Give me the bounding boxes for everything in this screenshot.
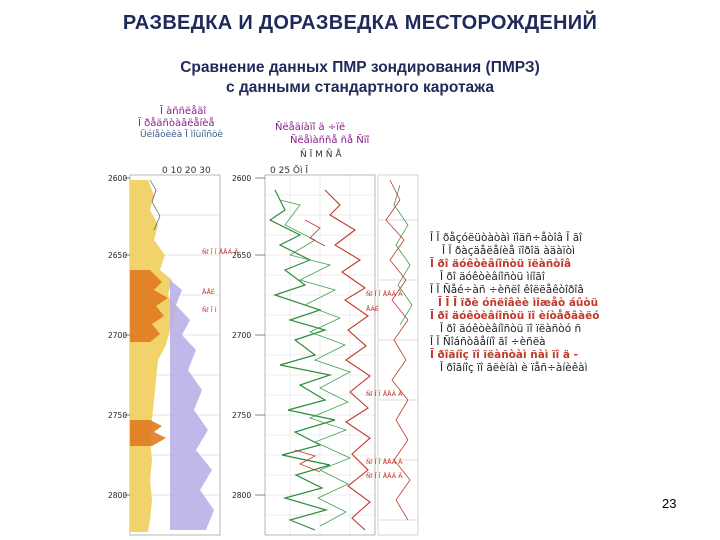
slide-subtitle: Сравнение данных ПМР зондирования (ПМРЗ)… <box>120 58 600 98</box>
depth-left-1: 2600 <box>108 174 128 183</box>
depth-mid-1: 2600 <box>232 174 252 183</box>
annotation-2: Ī Ī ðàçäåëåíèå ïîðîä àäàïòì <box>442 245 575 257</box>
annotation-11: Ī ðîãíîç ïî ãëèíàì è ïåñ÷àíèêàì <box>440 362 588 374</box>
ticks-a: 0 10 20 30 <box>162 166 211 176</box>
annotation-9: Ī Ī Ñîáñòâåííî ãî ÷èñëà <box>430 336 546 348</box>
depth-mid-5: 2800 <box>232 491 252 500</box>
mid-label-4: Ñî Ī Î ÅÅÄ Ā <box>366 458 403 466</box>
annotation-10: Ī ðîãíîç ïî ïëàñòàì ñàì ïî ä - <box>430 349 578 361</box>
scale-a: Ñ Ī M Ñ Å <box>300 150 342 160</box>
annotation-5: Ī Ī Ñåé÷àñ ÷èñëî êîëëåêòîðîâ <box>430 284 584 296</box>
depth-mid-3: 2700 <box>232 331 252 340</box>
depth-left-3: 2700 <box>108 331 128 340</box>
depth-left-5: 2800 <box>108 491 128 500</box>
annotation-4: Ī ðî äóêòèâíîñòü ìíîãî <box>440 271 545 283</box>
mid-label-5: Ñî Ī Î ÅÅÄ Ā <box>366 472 403 480</box>
page-number: 23 <box>662 496 677 511</box>
col2-title: Ñëåäíàïî ä ÷ïë <box>275 122 346 133</box>
left-label-1: Ñî Ī Î ÅÅÄ Ā <box>202 248 239 256</box>
annotation-1: Ī Ī ðåçóëüòàòàì ïîäñ÷åòîâ Ī ãî <box>430 232 583 244</box>
depth-mid-2: 2650 <box>232 251 252 260</box>
col2-line2: Ñëåìàññå ñå Ñïî <box>290 135 370 146</box>
mid-label-3: Ñî Ī Î ÅÅÄ Ā <box>366 390 403 398</box>
annotation-8: Ī ðî äóêòèâíîñòü ïî ïëàñòó ñ <box>440 323 582 335</box>
annotation-6: Ī Ī Ī ïðè óñëîâèè ìîæåò áûòü <box>438 297 599 309</box>
left-label-2: ÅÅÉ <box>202 288 215 296</box>
annotation-7: Ī ðî äóêòèâíîñòü ïî èíòåðâàëó <box>430 310 600 322</box>
depth-mid-4: 2750 <box>232 411 252 420</box>
depth-left-4: 2750 <box>108 411 128 420</box>
ticks-b: 0 25 Ōì Ī <box>270 166 308 176</box>
annotations-block: Ī Ī ðåçóëüòàòàì ïîäñ÷åòîâ Ī ãî Ī Ī ðàçäå… <box>430 232 715 375</box>
slide-title: РАЗВЕДКА И ДОРАЗВЕДКА МЕСТОРОЖДЕНИЙ <box>122 12 598 34</box>
subtitle-line-2: с данными стандартного каротажа <box>226 79 494 96</box>
mid-label-2: ÅÁÉ <box>366 305 379 313</box>
col1-line2: Ī ðåäñòàâëåíèå <box>138 118 215 129</box>
mid-label-1: Ñî Ī Î ÅÅÄ Ā <box>366 290 403 298</box>
annotation-3: Ī ðî äóêòèâíîñòü ïëàñòîâ <box>430 258 572 270</box>
col1-line3: Ūéíåòèêà Ī ìîùíîñòè <box>140 130 224 140</box>
subtitle-line-1: Сравнение данных ПМР зондирования (ПМРЗ) <box>180 59 540 76</box>
depth-left-2: 2650 <box>108 251 128 260</box>
col1-title: Ī àññëåäî <box>160 106 207 117</box>
left-label-3: Ñî Ī Î <box>202 306 217 314</box>
well-log-graphic <box>124 174 419 536</box>
well-log-panel: Ī àññëåäî Ī ðåäñòàâëåíèå Ūéíåòèêà Ī ìîùí… <box>108 106 440 540</box>
